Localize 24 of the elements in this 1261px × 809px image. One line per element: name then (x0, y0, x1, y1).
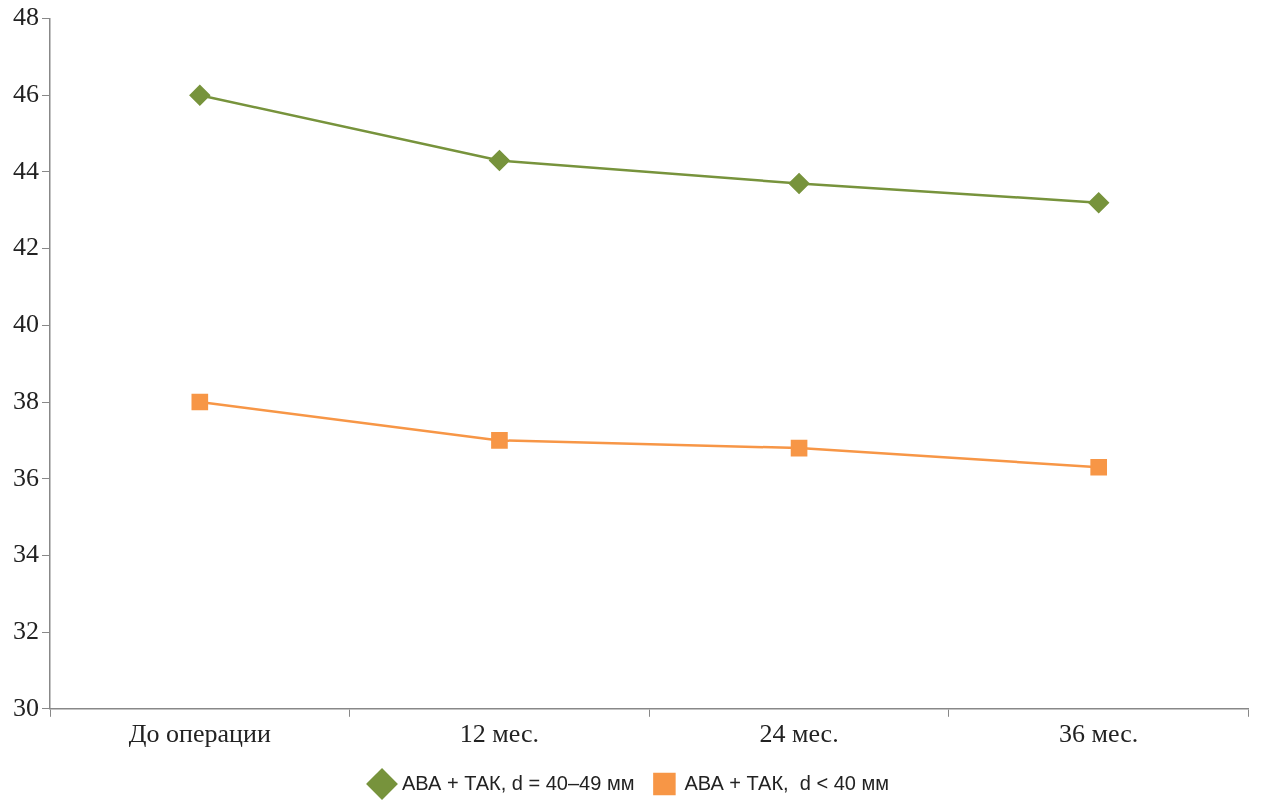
y-tick-label: 30 (13, 692, 39, 722)
point (491, 432, 508, 449)
y-tick-label: 46 (13, 79, 39, 109)
point (191, 393, 209, 411)
y-tick-label: 36 (13, 462, 39, 492)
point (489, 150, 510, 171)
y-tick-label: 32 (13, 615, 39, 645)
point (788, 173, 810, 194)
x-tick-label: 36 мес. (1059, 719, 1139, 749)
y-tick-label: 48 (13, 2, 39, 32)
y-tick-label: 34 (13, 539, 39, 569)
point (790, 439, 808, 457)
y-tick-label: 42 (13, 232, 39, 262)
point (189, 85, 211, 106)
point (1088, 192, 1109, 213)
x-tick-label: 12 мес. (459, 719, 540, 749)
point (1090, 458, 1108, 476)
x-tick-label: 24 мес. (759, 719, 839, 749)
y-tick-label: 40 (13, 309, 39, 339)
legend-label: АВА + ТАК, d < 40 мм (684, 771, 889, 794)
y-tick-label: 38 (13, 385, 39, 415)
legend-label: АВА + ТАК, d = 40–49 мм (402, 771, 635, 794)
y-tick-label: 44 (13, 155, 39, 185)
x-tick-label: До операции (128, 719, 271, 749)
